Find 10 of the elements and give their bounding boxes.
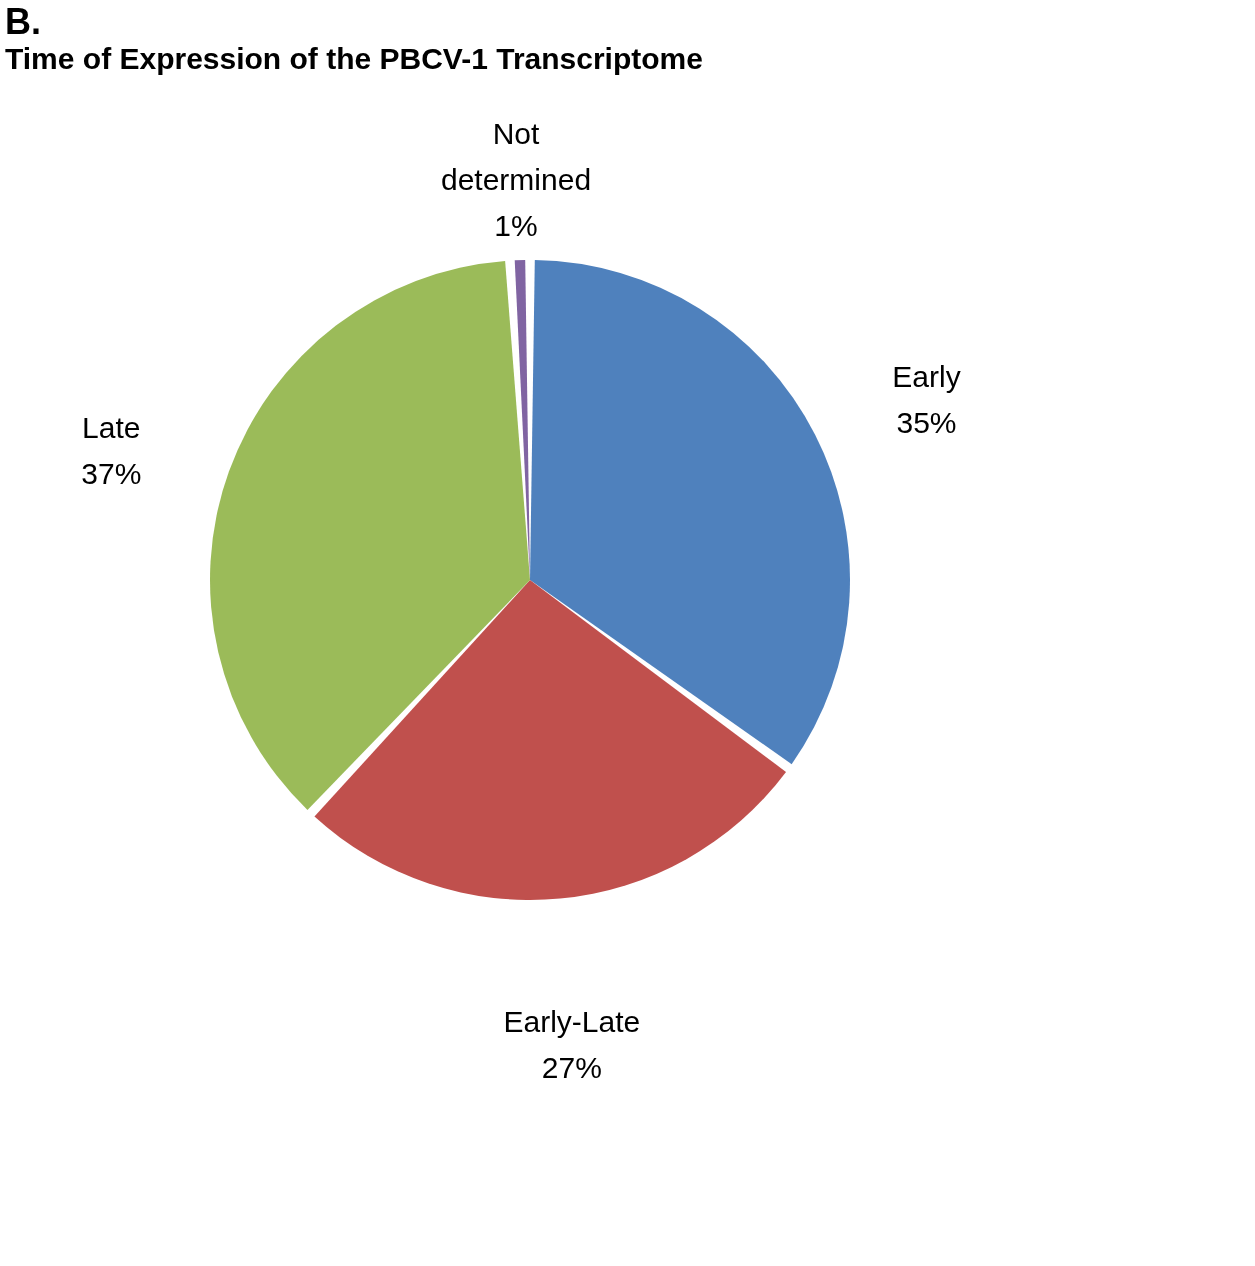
data-label: 37% <box>81 457 142 491</box>
data-label: 1% <box>494 209 538 243</box>
slice-label: Not determined <box>440 117 592 197</box>
slice-label: Early-Late <box>503 1005 641 1039</box>
chart-title: B. <box>5 1 41 42</box>
data-label: 27% <box>541 1051 602 1085</box>
slice-label: Late <box>82 411 141 445</box>
slice-label: Early <box>892 359 961 393</box>
chart-subtitle: Time of Expression of the PBCV-1 Transcriptome <box>5 42 703 75</box>
data-label: 35% <box>896 405 957 439</box>
